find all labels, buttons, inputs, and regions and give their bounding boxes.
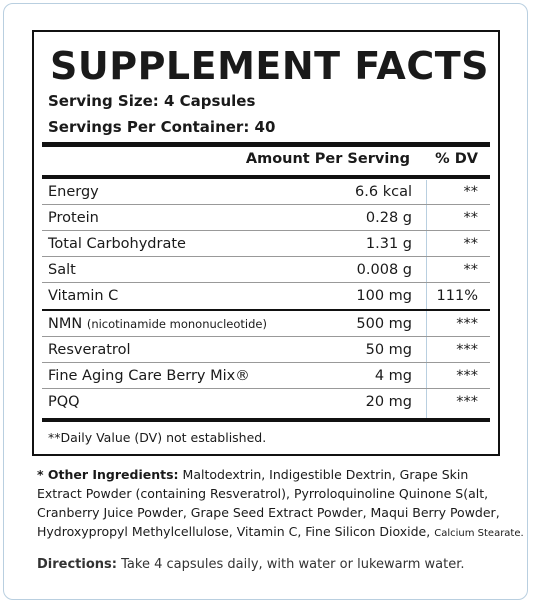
ingredients-label: * Other Ingredients: xyxy=(37,467,179,482)
row-separator xyxy=(42,204,490,205)
ingredients-line: * Other Ingredients: Maltodextrin, Indig… xyxy=(37,467,468,482)
nutrient-name: Total Carbohydrate xyxy=(48,236,186,252)
daily-value: ** xyxy=(463,210,479,226)
serving-size: Serving Size: 4 Capsules xyxy=(48,92,256,110)
servings-per-container: Servings Per Container: 40 xyxy=(48,118,276,136)
row-separator xyxy=(42,230,490,231)
row-separator xyxy=(42,388,490,389)
nutrient-name: Salt xyxy=(48,262,76,278)
name: Resveratrol xyxy=(48,342,131,358)
nutrient-name: PQQ xyxy=(48,394,80,410)
divider xyxy=(42,142,490,147)
amount: 50 mg xyxy=(365,342,412,358)
amount: 20 mg xyxy=(365,394,412,410)
ingredients-line: Cranberry Juice Powder, Grape Seed Extra… xyxy=(37,505,500,520)
daily-value: 111% xyxy=(436,288,478,304)
ingredients-text: Cranberry Juice Powder, Grape Seed Extra… xyxy=(37,505,500,520)
nutrient-row: Vitamin C 100 mg 111% xyxy=(42,283,490,309)
nutrient-row: Total Carbohydrate 1.31 g ** xyxy=(42,231,490,257)
amount: 500 mg xyxy=(356,316,412,332)
nutrient-row: Protein 0.28 g ** xyxy=(42,205,490,231)
name: Total Carbohydrate xyxy=(48,236,186,252)
title: SUPPLEMENT FACTS xyxy=(50,44,490,88)
name: Energy xyxy=(48,184,99,200)
amount: 100 mg xyxy=(356,288,412,304)
name: PQQ xyxy=(48,394,80,410)
directions-label: Directions: xyxy=(37,557,117,572)
ingredients-text: Maltodextrin, Indigestible Dextrin, Grap… xyxy=(182,467,469,482)
nutrient-name: NMN (nicotinamide mononucleotide) xyxy=(48,316,267,332)
daily-value: *** xyxy=(456,394,478,410)
nutrient-row: Fine Aging Care Berry Mix® 4 mg *** xyxy=(42,363,490,389)
amount: 1.31 g xyxy=(365,236,412,252)
facts-panel: SUPPLEMENT FACTS Serving Size: 4 Capsule… xyxy=(32,30,500,456)
nutrient-row: PQQ 20 mg *** xyxy=(42,389,490,415)
divider xyxy=(42,418,490,422)
amount: 4 mg xyxy=(374,368,412,384)
name-note: (nicotinamide mononucleotide) xyxy=(86,317,267,331)
column-divider xyxy=(426,180,427,418)
row-separator xyxy=(42,336,490,337)
row-separator xyxy=(42,362,490,363)
amount: 6.6 kcal xyxy=(355,184,412,200)
divider xyxy=(42,175,490,179)
ingredients-text: Hydroxypropyl Methylcellulose, Vitamin C… xyxy=(37,524,431,539)
column-header: Amount Per Serving xyxy=(245,151,410,167)
daily-value: ** xyxy=(463,262,479,278)
nutrient-row: Resveratrol 50 mg *** xyxy=(42,337,490,363)
daily-value: *** xyxy=(456,342,478,358)
name: Fine Aging Care Berry Mix® xyxy=(48,368,250,384)
amount: 0.28 g xyxy=(365,210,412,226)
ingredients-text: Extract Powder (containing Resveratrol),… xyxy=(37,486,489,501)
footnote: **Daily Value (DV) not established. xyxy=(48,430,267,445)
nutrient-name: Resveratrol xyxy=(48,342,130,358)
ingredients-line: Hydroxypropyl Methylcellulose, Vitamin C… xyxy=(37,524,524,539)
column-header: % DV xyxy=(435,151,478,167)
nutrient-row: Salt 0.008 g ** xyxy=(42,257,490,283)
frame xyxy=(3,3,528,600)
daily-value: *** xyxy=(456,368,478,384)
row-separator xyxy=(42,282,490,283)
name: Salt xyxy=(48,262,76,278)
ingredients-tail: Calcium Stearate. xyxy=(434,528,524,539)
nutrient-name: Fine Aging Care Berry Mix® xyxy=(48,368,250,384)
daily-value: ** xyxy=(463,184,479,200)
nutrient-row: NMN (nicotinamide mononucleotide) 500 mg *… xyxy=(42,311,490,337)
directions-text: Take 4 capsules daily, with water or luk… xyxy=(121,557,465,572)
nutrient-name: Vitamin C xyxy=(48,288,118,304)
name: Vitamin C xyxy=(48,288,119,304)
ingredients-line: Extract Powder (containing Resveratrol),… xyxy=(37,486,488,501)
name: NMN xyxy=(48,316,83,332)
name: Protein xyxy=(48,210,99,226)
amount: 0.008 g xyxy=(356,262,412,278)
nutrient-row: Energy 6.6 kcal ** xyxy=(42,179,490,205)
directions: Directions: Take 4 capsules daily, with … xyxy=(37,557,465,572)
daily-value: ** xyxy=(463,236,479,252)
divider xyxy=(42,309,490,311)
row-separator xyxy=(42,256,490,257)
nutrient-name: Protein xyxy=(48,210,99,226)
daily-value: *** xyxy=(456,316,478,332)
nutrient-name: Energy xyxy=(48,184,99,200)
